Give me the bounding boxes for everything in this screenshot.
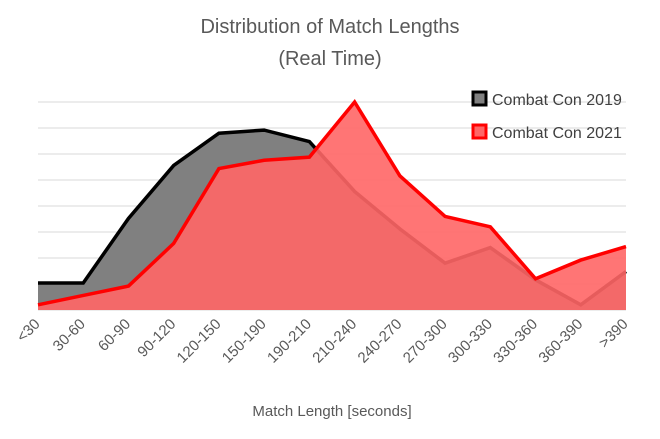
x-tick-label: 330-360 xyxy=(490,316,541,367)
x-tick-label: 360-390 xyxy=(535,316,586,367)
x-tick-label: <30 xyxy=(14,316,44,346)
x-tick-label: 300-330 xyxy=(445,316,496,367)
x-axis-title: Match Length [seconds] xyxy=(252,403,411,420)
x-tick-label: 150-190 xyxy=(219,316,270,367)
legend-swatch-2019 xyxy=(471,90,488,107)
x-tick-label: 270-300 xyxy=(400,316,451,367)
x-tick-label: 30-60 xyxy=(50,316,89,355)
x-tick-label: 60-90 xyxy=(95,316,134,355)
series-line-1 xyxy=(37,98,627,307)
series-layer xyxy=(37,98,628,310)
legend-swatch-2021 xyxy=(471,123,488,140)
x-tick-label: 210-240 xyxy=(309,316,360,367)
x-tick-label: 120-150 xyxy=(174,316,225,367)
chart-title-line-1: Distribution of Match Lengths xyxy=(200,16,459,38)
x-tick-labels: <30 30-60 60-90 90-120120-150150-190190-210… xyxy=(14,316,632,367)
x-tick-label: 190-210 xyxy=(264,316,315,367)
legend: Combat Con 2019 Combat Con 2021 xyxy=(471,90,622,142)
legend-label-2021: Combat Con 2021 xyxy=(492,125,622,142)
chart-title-line-2: (Real Time) xyxy=(278,48,381,70)
x-tick-label: >390 xyxy=(596,316,632,352)
series-area-1 xyxy=(38,102,626,310)
legend-label-2019: Combat Con 2019 xyxy=(492,92,622,109)
x-tick-label: 90-120 xyxy=(134,316,179,361)
x-tick-label: 240-270 xyxy=(355,316,406,367)
